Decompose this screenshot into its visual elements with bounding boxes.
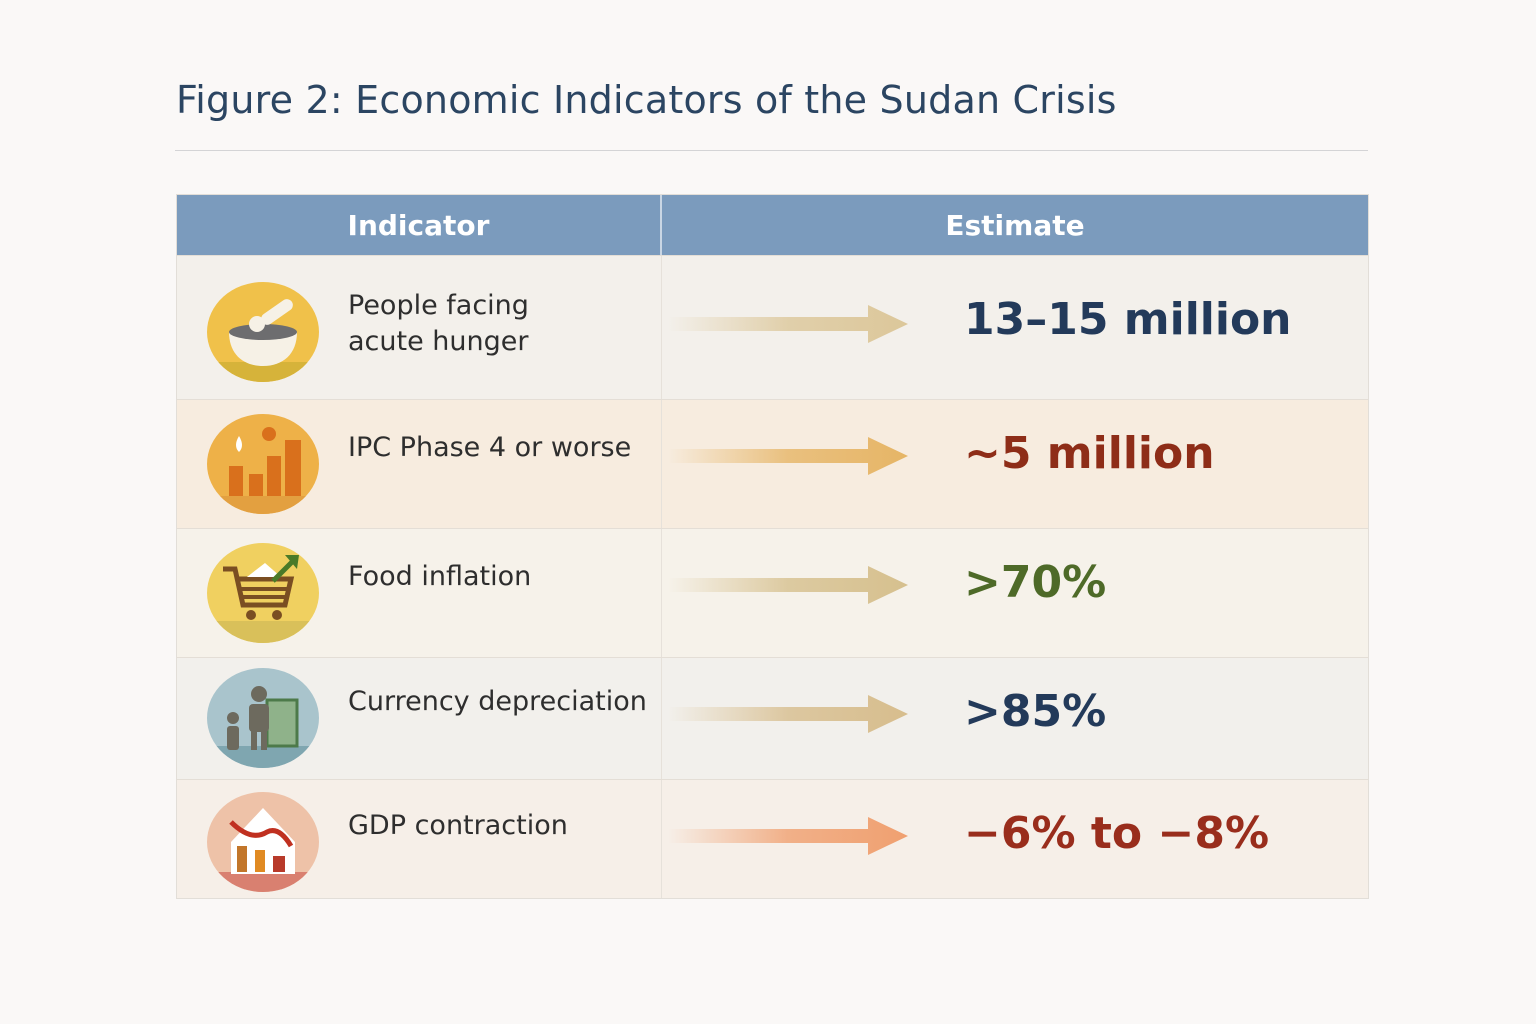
indicator-cell: Currency depreciation: [177, 658, 662, 779]
arrow-right-icon: [668, 817, 908, 855]
bar-chart-person-icon: [207, 414, 319, 514]
indicator-cell: Food inflation: [177, 529, 662, 657]
indicator-label: GDP contraction: [348, 808, 568, 844]
arrow-right-icon: [668, 695, 908, 733]
estimate-value: −6% to −8%: [964, 808, 1270, 859]
indicator-label-line: acute hunger: [348, 326, 529, 357]
estimate-cell: >85%: [662, 658, 1368, 779]
indicator-label-line: People facing: [348, 290, 529, 321]
indicator-label: People facing acute hunger: [348, 288, 529, 360]
estimate-value: >70%: [964, 557, 1107, 608]
table-row: GDP contraction −6% to −8%: [177, 779, 1368, 898]
indicator-label: Food inflation: [348, 559, 531, 595]
estimate-value: ~5 million: [964, 428, 1215, 479]
arrow-right-icon: [668, 566, 908, 604]
indicator-cell: People facing acute hunger: [177, 256, 662, 399]
arrow-right-icon: [668, 437, 908, 475]
estimate-cell: −6% to −8%: [662, 780, 1368, 898]
family-banknote-icon: [207, 668, 319, 768]
indicator-label: IPC Phase 4 or worse: [348, 430, 631, 466]
indicator-cell: GDP contraction: [177, 780, 662, 898]
arrow-right-icon: [668, 305, 908, 343]
header-indicator: Indicator: [177, 195, 662, 255]
table-row: People facing acute hunger 13–15 million: [177, 255, 1368, 399]
shopping-cart-icon: [207, 543, 319, 643]
estimate-cell: 13–15 million: [662, 256, 1368, 399]
indicators-table: Indicator Estimate People facing acute h…: [176, 194, 1369, 899]
estimate-cell: ~5 million: [662, 400, 1368, 528]
table-row: Currency depreciation >85%: [177, 657, 1368, 779]
estimate-cell: >70%: [662, 529, 1368, 657]
table-row: IPC Phase 4 or worse ~5 million: [177, 399, 1368, 528]
estimate-value: >85%: [964, 686, 1107, 737]
indicator-label-line: Food inflation: [348, 561, 532, 592]
indicator-label-line: IPC Phase 4 or worse: [348, 432, 632, 463]
house-falling-chart-icon: [207, 792, 319, 892]
indicator-label-line: GDP contraction: [348, 810, 568, 841]
header-estimate: Estimate: [945, 208, 1085, 242]
figure-title: Figure 2: Economic Indicators of the Sud…: [176, 78, 1117, 122]
estimate-value: 13–15 million: [964, 294, 1292, 345]
indicator-label-line: Currency depreciation: [348, 686, 647, 717]
table-header: Indicator Estimate: [177, 195, 1368, 255]
indicator-label: Currency depreciation: [348, 684, 647, 720]
table-row: Food inflation >70%: [177, 528, 1368, 657]
indicator-cell: IPC Phase 4 or worse: [177, 400, 662, 528]
title-divider: [175, 150, 1368, 151]
food-bowl-icon: [207, 282, 319, 382]
